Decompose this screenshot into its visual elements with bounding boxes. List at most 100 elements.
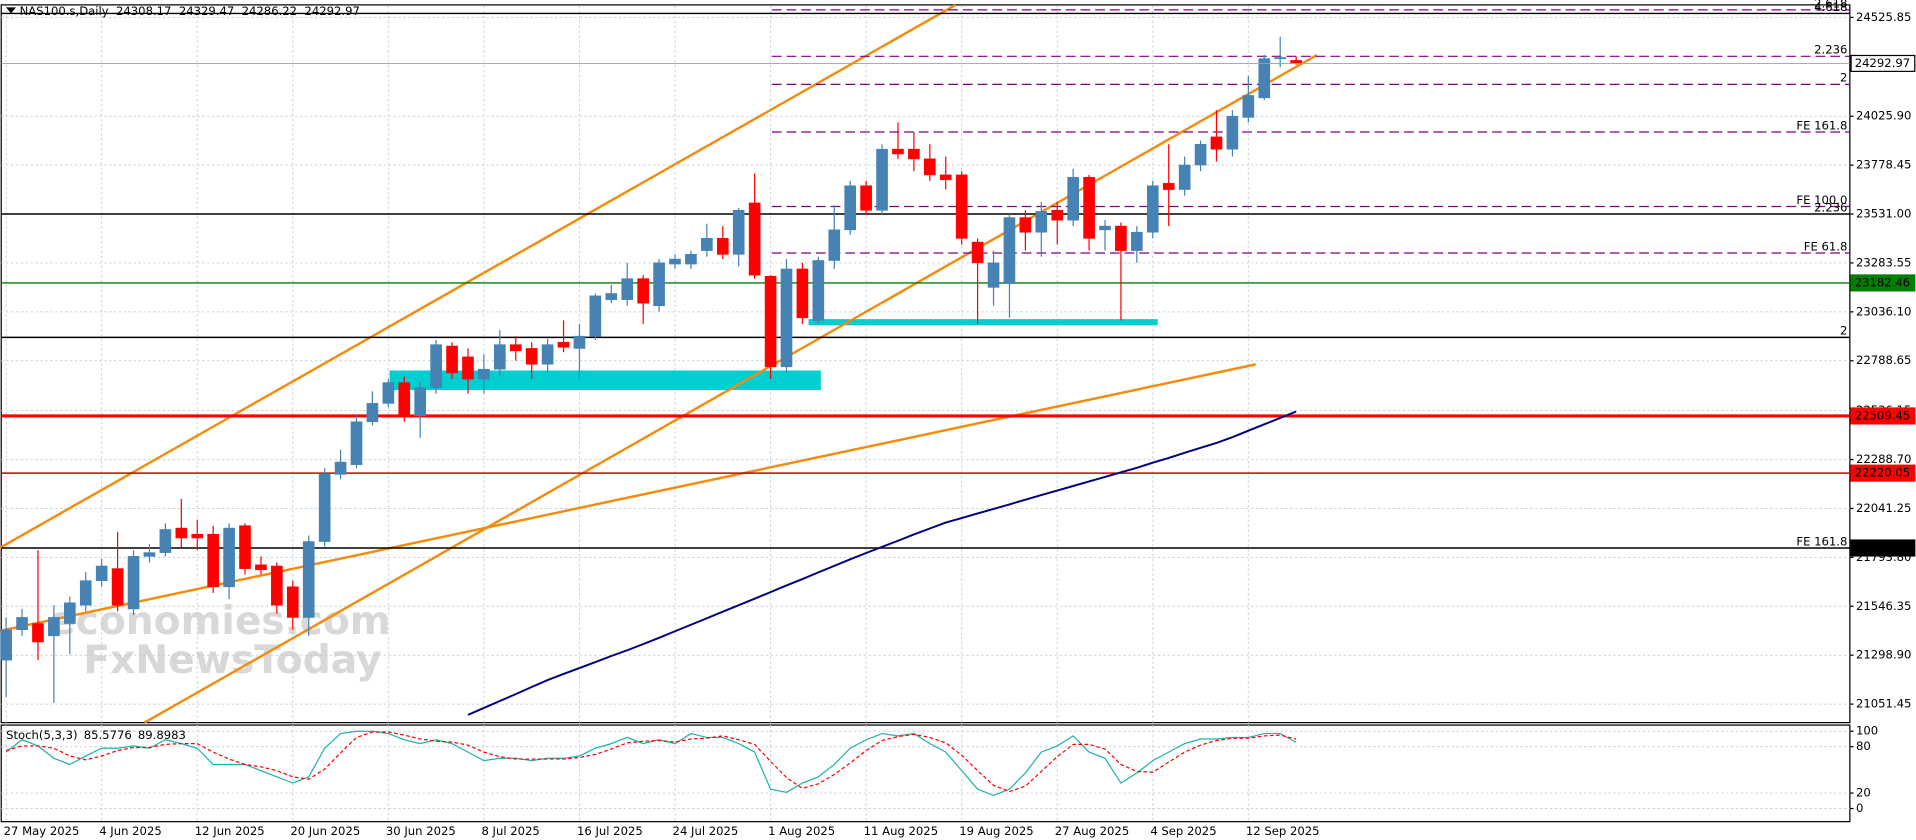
candle-body [32, 623, 44, 643]
candle-body [908, 148, 920, 160]
candle-body [1210, 136, 1223, 150]
trend-line [143, 53, 1318, 724]
candle-body [557, 342, 570, 348]
candle-body [1226, 115, 1239, 150]
candle-body [605, 293, 618, 300]
price-tag-label: 22220.05 [1855, 466, 1910, 480]
candle-body [1194, 143, 1207, 166]
header-part: 24308.17 [116, 4, 171, 18]
y-tick-label: 24525.85 [1856, 10, 1911, 24]
candle-body [701, 238, 713, 251]
candle-body [16, 617, 28, 630]
candle-body [621, 278, 634, 300]
x-tick-label: 24 Jul 2025 [673, 824, 739, 838]
candle-body [732, 209, 745, 255]
price-tag [1850, 464, 1916, 482]
candle-body [207, 533, 219, 588]
drawn-objects [0, 3, 1318, 724]
candle-body [876, 148, 888, 211]
candle-body [828, 229, 841, 261]
y-tick-label: 20 [1856, 786, 1871, 800]
candle-body [509, 344, 522, 352]
menu-icon[interactable] [6, 7, 16, 14]
candle-body [64, 602, 76, 624]
candle-body [1131, 231, 1143, 251]
candle-body [1003, 217, 1016, 284]
support-zone [808, 319, 1158, 326]
candle-body [494, 344, 506, 370]
moving-average [467, 410, 1297, 716]
y-tick-label: 23283.55 [1856, 255, 1911, 269]
y-tick-label: 23036.10 [1856, 304, 1911, 318]
candle-body [589, 295, 602, 337]
y-tick-label: 22288.70 [1856, 452, 1911, 466]
candle-body [191, 533, 204, 539]
candle-body [286, 586, 299, 618]
candle-body [924, 158, 936, 176]
candle-body [478, 368, 490, 380]
fib-label: 2 [1840, 71, 1847, 85]
price-tag [1850, 54, 1916, 72]
x-tick-label: 1 Aug 2025 [768, 824, 835, 838]
x-tick-label: 30 Jun 2025 [386, 824, 456, 838]
watermark: FxNewsToday [83, 638, 381, 683]
y-tick-label: 21298.90 [1856, 648, 1911, 662]
level-label: 2.236 [1814, 200, 1847, 214]
candle-body [1099, 225, 1111, 231]
candle-body [971, 241, 984, 264]
candle-body [366, 403, 379, 423]
candle-body [860, 185, 872, 211]
candle-body [1178, 164, 1191, 190]
candle-body [716, 238, 729, 255]
y-tick-label: 23531.00 [1856, 207, 1911, 221]
candle-body [987, 262, 1000, 288]
trend-line [0, 3, 957, 549]
candle-body [525, 348, 538, 365]
header-part: Stoch(5,3,3) [6, 727, 77, 741]
candle-body [446, 345, 458, 374]
watermark: economies.com [49, 599, 391, 644]
header-part: 24292.97 [304, 4, 359, 18]
price-tag [1850, 274, 1916, 292]
y-tick-label: 80 [1856, 739, 1871, 753]
candle-body [1067, 176, 1079, 221]
candle-body [1242, 95, 1255, 118]
candle-body [318, 474, 331, 542]
price-tag-label: 24292.97 [1855, 56, 1910, 70]
candle-body [1035, 211, 1048, 233]
stoch-line [5, 731, 1297, 793]
x-tick-label: 20 Jun 2025 [290, 824, 360, 838]
candle-body [573, 335, 586, 349]
candle-body [669, 258, 681, 265]
y-tick-label: 22788.65 [1856, 353, 1911, 367]
price-tag [1850, 539, 1916, 557]
x-tick-label: 19 Aug 2025 [959, 824, 1033, 838]
candle-body [939, 174, 952, 180]
candle-body [541, 344, 554, 365]
candle-body [302, 541, 315, 618]
x-tick-label: 27 Aug 2025 [1055, 824, 1129, 838]
header-part: 89.8983 [138, 727, 186, 741]
support-zone [389, 370, 821, 391]
y-tick-label: 23778.45 [1856, 158, 1911, 172]
candle-body [748, 202, 761, 276]
candle-body [1051, 209, 1064, 221]
candle-body [812, 260, 825, 321]
candle-body [239, 525, 251, 569]
candle-body [398, 382, 411, 416]
candle-body [0, 629, 12, 661]
price-tag-label: 22509.45 [1855, 408, 1910, 422]
fib-label: 2.618 [1814, 0, 1847, 10]
x-tick-label: 27 May 2025 [4, 824, 80, 838]
candle-body [955, 174, 968, 239]
y-tick-label: 0 [1856, 801, 1863, 815]
candle-body [892, 148, 904, 155]
candle-body [653, 262, 665, 307]
price-tag-label: 21841.30 [1855, 541, 1910, 555]
stoch-panel-frame [0, 724, 1851, 823]
y-tick-label: 21546.35 [1856, 599, 1911, 613]
candle-body [764, 275, 777, 368]
